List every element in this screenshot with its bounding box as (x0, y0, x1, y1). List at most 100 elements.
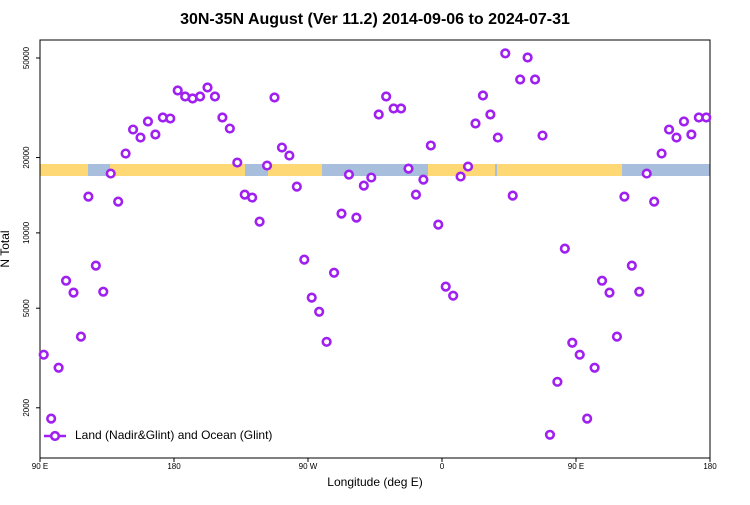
data-point (634, 286, 645, 297)
data-point (90, 260, 101, 271)
data-point (537, 130, 548, 141)
data-point (261, 160, 273, 171)
data-point (686, 129, 697, 140)
data-point (217, 112, 228, 123)
data-point (544, 429, 556, 440)
legend-marker (49, 430, 61, 442)
data-point (462, 161, 474, 172)
x-axis-label: Longitude (deg E) (327, 475, 422, 489)
y-tick-label: 50000 (22, 46, 31, 69)
data-point (522, 52, 533, 63)
data-point (127, 124, 139, 135)
data-point (328, 267, 340, 278)
data-point (485, 109, 496, 120)
data-point (351, 212, 362, 223)
data-point (641, 168, 652, 179)
data-point (172, 85, 183, 96)
data-point (60, 275, 72, 286)
data-point (663, 124, 675, 135)
legend-label: Land (Nadir&Glint) and Ocean (Glint) (75, 428, 272, 442)
data-point (448, 290, 459, 301)
data-point (165, 113, 176, 124)
data-point (626, 260, 637, 271)
data-point (574, 349, 585, 360)
data-point (314, 306, 325, 317)
y-tick-label: 5000 (22, 299, 31, 317)
data-point (611, 331, 623, 342)
data-point (232, 157, 243, 168)
data-point (105, 168, 116, 179)
chart-title: 30N-35N August (Ver 11.2) 2014-09-06 to … (180, 11, 570, 28)
data-point (507, 190, 518, 201)
x-tick-label: 90 W (299, 462, 318, 471)
data-point (98, 286, 109, 297)
data-point (254, 216, 265, 227)
land-band (497, 164, 622, 176)
data-point (455, 171, 466, 182)
x-tick-label: 180 (167, 462, 181, 471)
data-point (492, 132, 503, 143)
data-point (68, 287, 79, 298)
data-point (678, 116, 690, 127)
data-point (567, 337, 578, 348)
data-point (559, 243, 570, 254)
data-point (440, 281, 451, 292)
data-point (336, 208, 347, 219)
data-point (596, 275, 608, 286)
data-point (83, 191, 94, 202)
data-point (150, 129, 161, 140)
x-tick-label: 180 (703, 462, 717, 471)
data-point (410, 189, 422, 200)
data-point (343, 169, 355, 180)
data-point (671, 132, 682, 143)
data-point (75, 331, 87, 342)
data-point (291, 181, 302, 192)
data-point (515, 74, 526, 85)
y-tick-label: 10000 (22, 221, 31, 244)
x-tick-label: 0 (440, 462, 445, 471)
data-point (701, 112, 712, 123)
data-point (373, 109, 384, 120)
land-band (268, 164, 322, 176)
data-point (53, 362, 64, 373)
data-point (224, 123, 235, 134)
data-point (403, 163, 414, 174)
x-tick-label: 90 E (568, 462, 584, 471)
data-point (604, 287, 615, 298)
y-tick-label: 20000 (22, 146, 31, 169)
data-point (276, 142, 288, 153)
data-point (433, 219, 444, 230)
y-axis-label: N Total (0, 230, 12, 267)
data-point (500, 48, 511, 59)
land-band (110, 164, 245, 176)
data-point (425, 140, 436, 151)
data-point (582, 413, 593, 424)
data-point (142, 116, 154, 127)
data-point (299, 254, 310, 265)
data-point (366, 172, 377, 183)
data-point (656, 148, 667, 159)
data-point (477, 90, 489, 101)
x-tick-label: 90 E (32, 462, 48, 471)
data-point (247, 192, 258, 203)
data-point (619, 191, 630, 202)
data-point (306, 292, 317, 303)
data-point (418, 174, 429, 185)
data-point (284, 150, 295, 161)
plot-frame (39, 39, 711, 459)
data-point (135, 132, 146, 143)
data-point (194, 91, 206, 102)
land-band (428, 164, 495, 176)
data-point (649, 196, 660, 207)
data-point (529, 74, 541, 85)
data-point (552, 376, 563, 387)
data-point (202, 82, 213, 93)
land-ocean-band (40, 164, 710, 176)
data-point (113, 196, 124, 207)
data-point (589, 362, 600, 373)
data-point (38, 349, 49, 360)
data-point (358, 180, 369, 191)
land-band (40, 164, 88, 176)
y-tick-label: 2000 (22, 398, 31, 416)
